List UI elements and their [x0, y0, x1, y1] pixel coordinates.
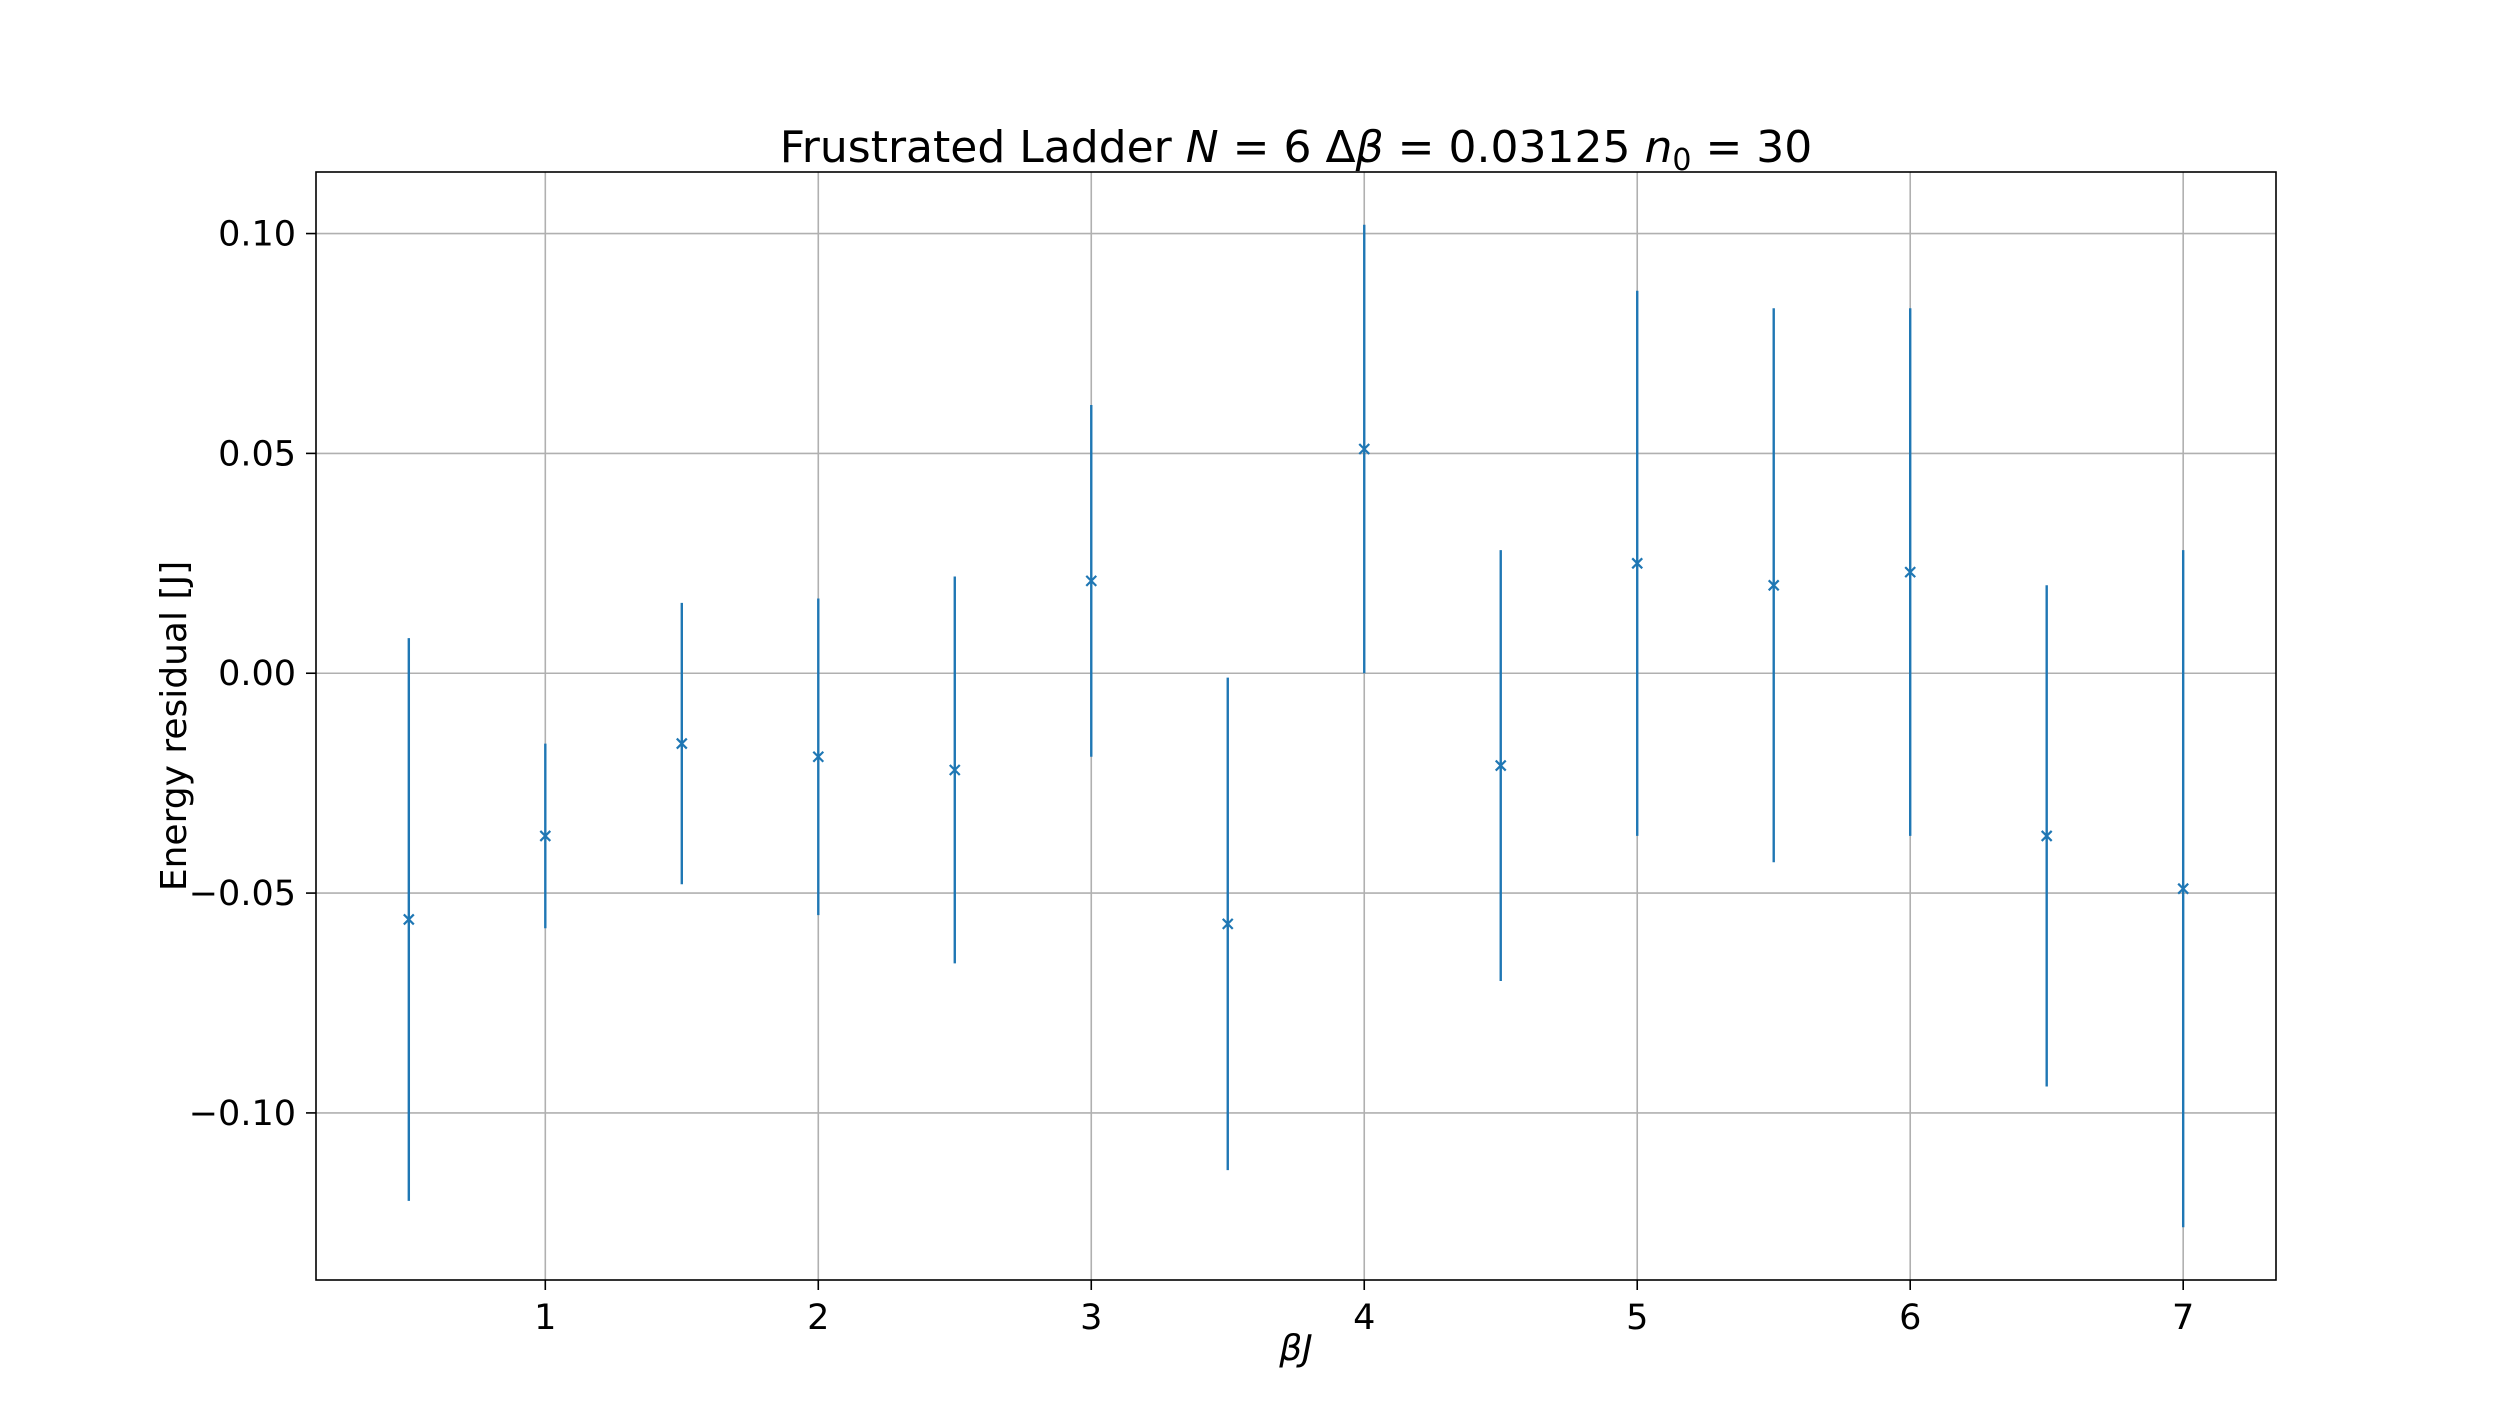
x-tick-label: 3 — [1080, 1298, 1102, 1338]
y-tick-label: 0.00 — [218, 654, 296, 694]
data-point — [2040, 830, 2053, 842]
chart-title: Frustrated Ladder N = 6 Δβ = 0.03125 n0 … — [780, 122, 1813, 178]
plot-frame — [315, 171, 2277, 1281]
axis-ticks — [306, 232, 2184, 1290]
data-point — [812, 751, 825, 763]
y-tick-label: 0.10 — [218, 215, 296, 255]
y-tick-label: −0.10 — [189, 1094, 296, 1134]
data-point — [1221, 918, 1234, 930]
data-point — [1358, 443, 1371, 455]
data-point — [1631, 557, 1644, 570]
y-tick-label: 0.05 — [218, 434, 296, 474]
data-point — [539, 830, 552, 842]
data-point — [676, 737, 688, 750]
data-point — [1904, 566, 1916, 578]
x-tick-label: 4 — [1353, 1298, 1375, 1338]
data-point — [948, 764, 961, 776]
data-point — [1494, 759, 1507, 772]
grid — [316, 172, 2276, 1280]
y-tick-label: −0.05 — [189, 874, 296, 914]
data-point — [403, 913, 415, 926]
x-tick-label: 6 — [1899, 1298, 1921, 1338]
x-tick-label: 5 — [1626, 1298, 1648, 1338]
data-series — [403, 224, 2189, 1228]
y-axis-label: Energy residual [J] — [154, 561, 195, 891]
data-point — [1085, 575, 1098, 587]
data-point — [2177, 882, 2189, 895]
x-tick-label: 7 — [2172, 1298, 2194, 1338]
x-axis-label: βJ — [1278, 1328, 1313, 1369]
x-tick-label: 1 — [534, 1298, 556, 1338]
tick-labels: 1 2 3 4 5 6 7 0.10 0.05 0.00 −0.05 −0.10 — [189, 215, 2195, 1338]
data-point — [1767, 579, 1780, 592]
x-tick-label: 2 — [807, 1298, 829, 1338]
